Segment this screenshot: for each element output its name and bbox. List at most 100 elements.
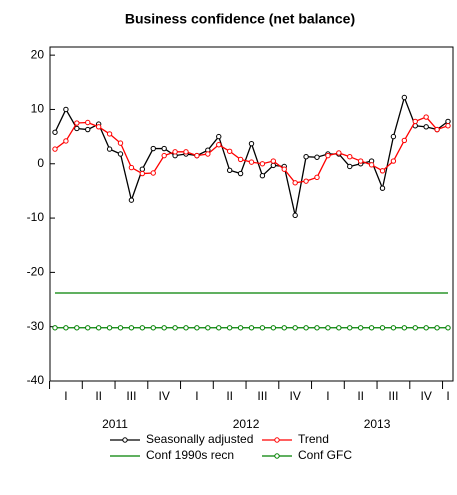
point	[248, 159, 255, 165]
legend-label: Trend	[298, 432, 329, 446]
y-tick-label: 10	[31, 102, 45, 116]
point	[194, 325, 200, 331]
point	[434, 325, 440, 331]
point	[63, 106, 69, 113]
point	[52, 146, 58, 152]
point	[74, 120, 80, 126]
y-tick-label: -10	[27, 210, 45, 224]
point	[434, 126, 440, 133]
point	[325, 325, 331, 331]
point	[390, 158, 397, 164]
point	[357, 158, 364, 164]
point	[117, 140, 124, 146]
legend-label: Conf 1990s recn	[146, 448, 234, 462]
x-tick-label: II	[95, 389, 102, 403]
point	[85, 119, 91, 126]
x-tick-label: III	[388, 389, 398, 403]
x-tick-label: IV	[420, 389, 431, 403]
point	[379, 185, 386, 191]
x-tick-label: III	[126, 389, 136, 403]
x-tick-label: IV	[158, 389, 169, 403]
point	[237, 170, 244, 177]
point	[368, 325, 375, 331]
point	[161, 145, 167, 152]
point	[106, 131, 113, 137]
point	[281, 325, 287, 331]
point	[205, 151, 211, 157]
point	[292, 325, 298, 331]
point	[368, 162, 375, 168]
point	[237, 325, 244, 331]
legend-label: Conf GFC	[298, 448, 352, 462]
point	[445, 325, 451, 331]
point	[74, 125, 80, 132]
point	[401, 325, 408, 331]
point	[95, 325, 102, 331]
point	[423, 325, 429, 331]
point	[270, 158, 277, 164]
point	[423, 124, 429, 130]
point	[139, 170, 146, 177]
point	[172, 325, 178, 331]
point	[270, 325, 277, 331]
chart-title: Business confidence (net balance)	[125, 11, 355, 27]
point	[401, 137, 408, 144]
point	[106, 146, 113, 152]
point	[325, 152, 331, 159]
point	[226, 325, 233, 331]
legend-marker	[274, 437, 280, 443]
point	[303, 154, 309, 160]
point	[95, 124, 102, 130]
point	[226, 167, 233, 173]
x-tick-label: III	[257, 389, 267, 403]
year-label: 2011	[102, 417, 128, 431]
point	[194, 152, 200, 159]
point	[401, 94, 408, 101]
point	[139, 166, 146, 172]
point	[445, 118, 451, 125]
point	[85, 325, 91, 331]
x-tick-label: I	[64, 389, 67, 403]
point	[128, 325, 135, 331]
point	[347, 325, 353, 331]
y-tick-label: -30	[27, 319, 45, 333]
y-tick-label: 20	[31, 47, 45, 61]
point	[128, 164, 135, 171]
point	[150, 170, 156, 176]
point	[412, 325, 418, 331]
point	[390, 325, 397, 331]
point	[52, 325, 58, 331]
point	[390, 133, 397, 140]
point	[216, 133, 222, 140]
point	[161, 325, 167, 331]
point	[183, 325, 189, 331]
x-tick-label: II	[226, 389, 233, 403]
point	[128, 197, 135, 203]
point	[63, 325, 69, 331]
point	[314, 325, 320, 331]
point	[161, 152, 167, 159]
point	[117, 151, 124, 157]
x-tick-label: II	[357, 389, 364, 403]
point	[336, 325, 342, 331]
point	[139, 325, 146, 331]
point	[259, 325, 266, 331]
point	[172, 149, 178, 155]
point	[423, 114, 429, 120]
point	[292, 180, 298, 186]
point	[259, 173, 266, 179]
x-tick-label: IV	[289, 389, 300, 403]
point	[270, 162, 277, 169]
point	[379, 325, 386, 331]
point	[314, 174, 320, 181]
legend-marker	[274, 453, 280, 459]
point	[259, 161, 266, 167]
x-tick-label: I	[446, 389, 449, 403]
series-line	[54, 116, 449, 184]
point	[52, 129, 58, 135]
point	[216, 142, 222, 148]
x-tick-label: I	[195, 389, 198, 403]
point	[347, 163, 353, 170]
point	[237, 156, 244, 163]
